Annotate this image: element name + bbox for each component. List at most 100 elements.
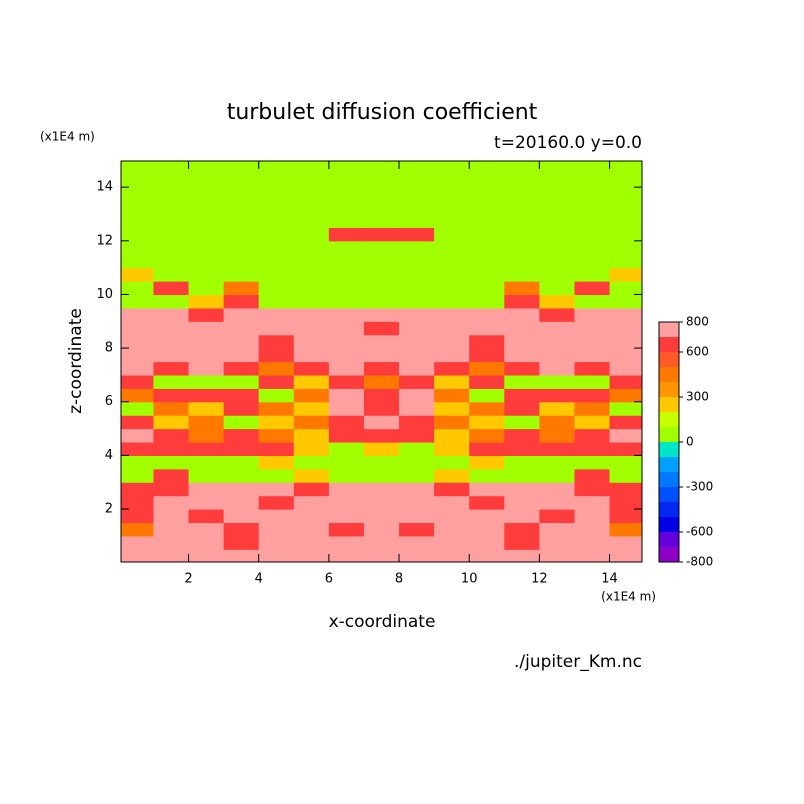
contour-cell [609, 401, 642, 416]
contour-cell [153, 187, 190, 202]
contour-cell [574, 348, 611, 363]
contour-cell [609, 522, 642, 537]
contour-cell [609, 482, 642, 497]
colorbar-bin [659, 517, 679, 532]
contour-cell [469, 482, 505, 497]
contour-cell [328, 509, 365, 524]
contour-cell [223, 428, 260, 443]
contour-cell [363, 374, 400, 389]
contour-cell [258, 441, 295, 456]
colorbar-label: -800 [686, 555, 713, 569]
contour-cell [293, 401, 330, 416]
colorbar-bin [659, 532, 679, 547]
contour-cell [504, 428, 540, 443]
contour-cell [153, 321, 190, 336]
contour-cell [258, 535, 295, 550]
contour-cell [363, 321, 400, 336]
contour-cell [188, 348, 225, 363]
x-tick-label: 2 [184, 572, 192, 587]
contour-cell [258, 495, 295, 510]
contour-cell [293, 200, 330, 215]
contour-cell [293, 240, 330, 255]
contour-cell [328, 213, 365, 228]
contour-cell [328, 227, 365, 242]
colorbar-bin [659, 457, 679, 472]
contour-cell [469, 374, 505, 389]
colorbar-label: -300 [686, 480, 713, 494]
contour-cell [223, 334, 260, 349]
contour-cell [434, 482, 470, 497]
y-tick-label: 10 [96, 287, 113, 302]
contour-cell [539, 161, 576, 175]
contour-cell [399, 187, 435, 202]
contour-cell [328, 549, 365, 562]
contour-cell [539, 321, 576, 336]
contour-cell [293, 334, 330, 349]
contour-cell [539, 187, 576, 202]
contour-cell [434, 240, 470, 255]
contour-cell [258, 455, 295, 470]
contour-cell [574, 468, 611, 483]
contour-cell [469, 200, 505, 215]
contour-cell [363, 415, 400, 430]
contour-cell [188, 240, 225, 255]
contour-cell [469, 522, 505, 537]
contour-cell [469, 388, 505, 403]
contour-cell [434, 455, 470, 470]
contour-cell [223, 455, 260, 470]
contour-cell [121, 187, 155, 202]
contour-cell [328, 348, 365, 363]
contour-cell [223, 535, 260, 550]
contour-cell [504, 509, 540, 524]
contour-cell [223, 307, 260, 322]
contour-cell [121, 535, 155, 550]
contour-cell [469, 428, 505, 443]
contour-cell [121, 213, 155, 228]
contour-cell [121, 307, 155, 322]
contour-cell [574, 267, 611, 282]
contour-cell [188, 549, 225, 562]
contour-cell [609, 321, 642, 336]
contour-cell [153, 482, 190, 497]
contour-cell [328, 161, 365, 175]
contour-cell [153, 334, 190, 349]
colorbar-bin [659, 412, 679, 427]
contour-cell [574, 200, 611, 215]
contour-cell [153, 401, 190, 416]
contour-cell [258, 227, 295, 242]
contour-cell [363, 267, 400, 282]
contour-cell [223, 374, 260, 389]
contour-cell [609, 509, 642, 524]
contour-cell [363, 482, 400, 497]
contour-cell [363, 348, 400, 363]
contour-cell [574, 213, 611, 228]
contour-cell [121, 294, 155, 309]
contour-cell [153, 374, 190, 389]
contour-cell [293, 281, 330, 296]
contour-cell [121, 415, 155, 430]
contour-cell [153, 173, 190, 188]
contour-cell [258, 522, 295, 537]
colorbar-bin [659, 382, 679, 397]
contour-cell [609, 173, 642, 188]
colorbar-bin [659, 442, 679, 457]
contour-cell [293, 361, 330, 376]
contour-cell [328, 535, 365, 550]
contour-cell [293, 161, 330, 175]
contour-cell [469, 415, 505, 430]
colorbar-label: 0 [686, 435, 694, 449]
contour-cell [539, 294, 576, 309]
contour-cell [293, 374, 330, 389]
contour-cell [504, 281, 540, 296]
contour-cell [328, 428, 365, 443]
contour-cell [223, 522, 260, 537]
contour-cell [539, 334, 576, 349]
contour-cell [399, 267, 435, 282]
contour-cell [399, 388, 435, 403]
contour-cell [363, 307, 400, 322]
contour-cell [363, 187, 400, 202]
contour-cell [469, 281, 505, 296]
contour-cell [434, 374, 470, 389]
contour-cell [574, 334, 611, 349]
contour-cell [574, 455, 611, 470]
